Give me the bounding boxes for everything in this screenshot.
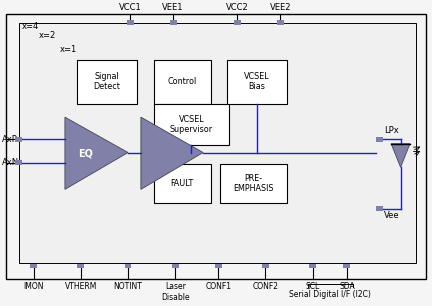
Bar <box>220 164 287 203</box>
Text: VCC1: VCC1 <box>119 3 142 13</box>
Bar <box>6 14 426 279</box>
Bar <box>127 21 133 25</box>
Text: SCL: SCL <box>305 282 320 291</box>
Polygon shape <box>65 117 128 189</box>
Text: Serial Digital I/F (I2C): Serial Digital I/F (I2C) <box>289 289 371 299</box>
Bar <box>154 60 211 104</box>
Bar <box>76 60 137 104</box>
Polygon shape <box>141 117 203 189</box>
Bar <box>376 137 383 142</box>
Text: CONF1: CONF1 <box>205 282 231 291</box>
Text: VEE2: VEE2 <box>270 3 291 13</box>
Text: VCSEL
Bias: VCSEL Bias <box>244 72 270 91</box>
Text: VCC2: VCC2 <box>226 3 249 13</box>
Text: VTHERM: VTHERM <box>65 282 97 291</box>
Bar <box>57 43 383 223</box>
Bar <box>309 264 316 268</box>
Text: VEE1: VEE1 <box>162 3 184 13</box>
Bar <box>154 104 229 145</box>
Bar <box>154 164 211 203</box>
Bar <box>170 21 177 25</box>
Text: IMON: IMON <box>23 282 44 291</box>
Text: Control: Control <box>168 77 197 86</box>
Bar <box>15 137 22 142</box>
Bar <box>172 264 179 268</box>
Text: PRE-
EMPHASIS: PRE- EMPHASIS <box>233 174 274 193</box>
Bar <box>19 23 416 263</box>
Polygon shape <box>391 144 410 167</box>
Text: x=1: x=1 <box>60 45 77 54</box>
Text: FAULT: FAULT <box>171 179 194 188</box>
Text: SDA: SDA <box>339 282 355 291</box>
Text: CONF2: CONF2 <box>252 282 278 291</box>
Text: EQ: EQ <box>79 148 93 158</box>
Bar <box>215 264 222 268</box>
Bar <box>227 60 287 104</box>
Text: LPx: LPx <box>384 126 399 135</box>
Bar <box>77 264 84 268</box>
Bar <box>30 264 37 268</box>
Bar <box>376 206 383 211</box>
Text: NOTINT: NOTINT <box>114 282 143 291</box>
Text: Laser
Disable: Laser Disable <box>161 282 190 302</box>
Text: AxN: AxN <box>2 158 19 167</box>
Bar <box>277 21 284 25</box>
Bar <box>36 32 400 245</box>
Text: x=2: x=2 <box>39 32 56 40</box>
Text: VCSEL
Supervisor: VCSEL Supervisor <box>170 115 213 134</box>
Text: x=4: x=4 <box>22 22 39 31</box>
Bar <box>343 264 350 268</box>
Bar <box>15 160 22 165</box>
Bar <box>262 264 269 268</box>
Text: Vee: Vee <box>384 211 400 220</box>
Bar <box>124 264 131 268</box>
Text: AxP: AxP <box>2 135 18 144</box>
Text: Signal
Detect: Signal Detect <box>93 72 120 91</box>
Bar <box>234 21 241 25</box>
